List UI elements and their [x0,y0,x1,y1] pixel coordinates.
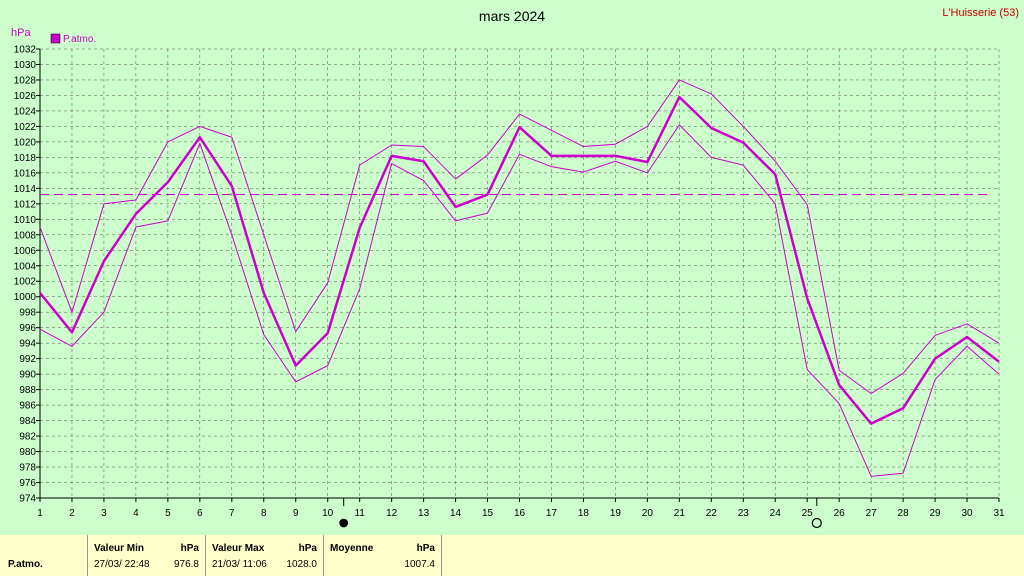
x-tick-label: 17 [546,508,558,519]
max-cell: Valeur Max hPa 21/03/ 11:06 1028.0 [206,535,324,576]
series-line-mean [39,95,1000,425]
legend-label: P.atmo. [63,34,96,45]
min-value: 976.8 [173,559,199,570]
max-unit: hPa [298,543,317,554]
x-tick-label: 3 [101,508,107,519]
series-line-min [39,124,1000,477]
min-date: 27/03/ 22:48 [94,559,150,570]
station-name: L'Huisserie (53) [942,7,1019,19]
y-tick-label: 1014 [14,184,37,195]
mean-value: 1007.4 [404,559,435,570]
y-tick-label: 1004 [14,261,37,272]
min-unit: hPa [180,543,199,554]
x-tick-label: 6 [197,508,203,519]
full-moon-icon [811,517,822,529]
y-tick-label: 1024 [14,106,37,117]
x-tick-label: 11 [354,508,365,519]
x-tick-label: 18 [578,508,590,519]
x-tick-label: 29 [930,508,942,519]
y-tick-label: 1030 [14,60,37,71]
max-date: 21/03/ 11:06 [212,559,267,570]
x-tick-label: 19 [610,508,622,519]
legend-swatch [50,33,61,44]
y-tick-label: 998 [19,308,36,319]
series-line-max [39,79,1000,394]
min-cell: Valeur Min hPa 27/03/ 22:48 976.8 [88,535,206,576]
x-tick-label: 27 [866,508,878,519]
y-tick-label: 982 [19,432,36,443]
x-tick-label: 16 [514,508,526,519]
y-tick-label: 1018 [14,153,37,164]
x-tick-label: 12 [386,508,398,519]
y-tick-label: 1028 [14,75,37,86]
x-tick-label: 10 [322,508,334,519]
x-tick-label: 13 [418,508,430,519]
x-tick-label: 14 [450,508,462,519]
stats-row-label: P.atmo. [8,559,43,570]
x-tick-label: 9 [293,508,299,519]
mean-header: Moyenne [330,543,374,554]
stats-footer: P.atmo. Valeur Min hPa 27/03/ 22:48 976.… [0,535,1024,576]
x-tick-label: 8 [261,508,267,519]
x-tick-label: 4 [133,508,139,519]
y-tick-label: 1010 [14,215,37,226]
y-tick-label: 974 [19,494,36,505]
x-tick-label: 20 [642,508,654,519]
chart-title: mars 2024 [479,8,545,24]
x-tick-label: 7 [229,508,235,519]
new-moon-icon [339,518,349,528]
y-tick-label: 1006 [14,246,37,257]
y-tick-label: 1022 [14,122,37,133]
x-tick-label: 1 [37,508,43,519]
y-tick-label: 1016 [14,168,37,179]
y-tick-label: 1008 [14,230,37,241]
y-tick-label: 1026 [14,91,37,102]
min-header: Valeur Min [94,543,145,554]
y-tick-label: 980 [19,447,36,458]
y-tick-label: 986 [19,401,36,412]
y-tick-label: 994 [19,339,36,350]
x-tick-label: 22 [706,508,718,519]
y-tick-label: 976 [19,478,36,489]
x-tick-label: 21 [674,508,686,519]
y-tick-label: 978 [19,463,36,474]
x-tick-label: 2 [69,508,75,519]
y-tick-label: 992 [19,354,36,365]
y-tick-label: 1012 [14,199,37,210]
x-tick-label: 5 [165,508,171,519]
x-tick-label: 26 [834,508,846,519]
y-axis-unit: hPa [11,27,31,39]
max-header: Valeur Max [212,543,265,554]
x-tick-label: 28 [898,508,910,519]
x-tick-label: 23 [738,508,750,519]
plot-area: 9749769789809829849869889909929949969981… [14,45,1005,529]
y-tick-label: 996 [19,323,36,334]
pressure-chart: mars 2024 L'Huisserie (53) hPa P.atmo. 9… [11,7,1019,529]
y-tick-label: 984 [19,416,36,427]
y-tick-label: 988 [19,385,36,396]
max-value: 1028.0 [286,559,317,570]
y-tick-label: 1020 [14,137,37,148]
y-tick-label: 990 [19,370,36,381]
x-tick-label: 25 [802,508,814,519]
y-tick-label: 1000 [14,292,37,303]
mean-unit: hPa [416,543,435,554]
y-tick-label: 1032 [14,45,37,56]
x-tick-label: 24 [770,508,782,519]
x-tick-label: 31 [993,508,1005,519]
x-tick-label: 15 [482,508,494,519]
x-tick-label: 30 [961,508,973,519]
mean-cell: Moyenne hPa 1007.4 [324,535,442,576]
y-tick-label: 1002 [14,277,37,288]
stats-row-label-cell: P.atmo. [0,535,88,576]
